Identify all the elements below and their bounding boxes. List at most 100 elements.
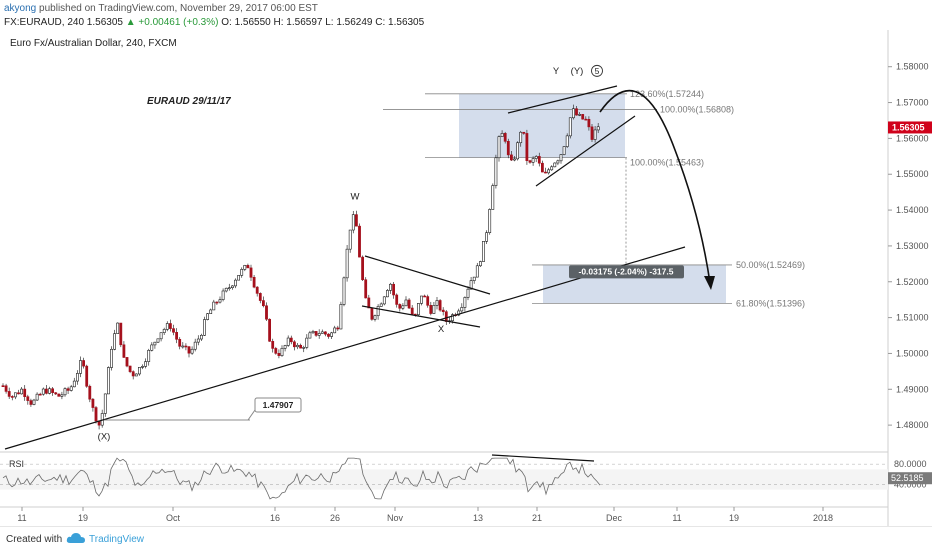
candle-body: [147, 350, 151, 362]
time-tick-label: 11: [672, 513, 681, 523]
candle-body: [85, 365, 89, 387]
candle-body: [35, 393, 39, 401]
candle-body: [416, 303, 420, 316]
candle-body: [463, 297, 467, 308]
candle-body: [128, 365, 132, 372]
candle-body: [584, 118, 588, 121]
author-link[interactable]: akyong: [4, 3, 37, 14]
fib-level-label: 61.80%(1.51396): [736, 298, 805, 308]
candle-body: [522, 131, 526, 134]
candle-body: [503, 133, 507, 142]
candle-body: [206, 313, 210, 320]
rsi-pane: [0, 454, 888, 500]
candle-body: [460, 307, 464, 312]
candle-body: [308, 332, 312, 339]
triangle-upper-line: [364, 255, 491, 295]
candle-body: [568, 117, 572, 137]
candle-body: [401, 305, 405, 309]
candle-body: [537, 156, 541, 164]
candle-body: [364, 279, 368, 299]
candle-body: [358, 225, 361, 258]
candle-body: [63, 388, 67, 396]
trend-lines: -0.03175 (-2.04%) -317.5 1.47907: [4, 85, 715, 450]
candle-body: [252, 277, 256, 288]
candle-body: [497, 136, 501, 159]
candle-body: [519, 131, 523, 144]
price-change: ▲ +0.00461 (+0.3%): [125, 17, 219, 28]
candle-body: [258, 293, 262, 301]
chart-title: Euro Fx/Australian Dollar, 240, FXCM: [10, 38, 177, 49]
time-tick-label: 19: [78, 513, 88, 523]
candle-body: [540, 162, 544, 173]
candle-body: [4, 385, 8, 392]
price-tick-label: 1.58000: [896, 62, 929, 72]
wave-label: 5: [595, 66, 600, 76]
candle-body: [494, 157, 498, 186]
rsi-tick-label: 80.0000: [894, 459, 927, 469]
candle-body: [590, 126, 594, 140]
candle-body: [243, 265, 247, 270]
candle-body: [38, 393, 42, 396]
measure-label: -0.03175 (-2.04%) -317.5: [579, 266, 674, 276]
wave-5-circle: [591, 64, 603, 77]
candle-body: [336, 327, 340, 330]
candle-body: [159, 332, 163, 340]
rsi-value-label: 52.5185: [891, 473, 924, 483]
candle-body: [299, 344, 303, 349]
candle-body: [553, 162, 557, 168]
price-callout-box: [254, 397, 302, 413]
candle-body: [370, 307, 374, 320]
symbol-info: FX:EURAUD, 240 1.56305 ▲ +0.00461 (+0.3%…: [4, 16, 424, 29]
candle-body: [125, 357, 129, 367]
candle-body: [296, 344, 299, 348]
candle-body: [410, 307, 414, 315]
candle-body: [48, 388, 51, 394]
candle-body: [292, 341, 296, 348]
candle-body: [255, 286, 259, 294]
candle-body: [76, 373, 79, 382]
candle-body: [212, 301, 216, 311]
candle-body: [376, 306, 380, 317]
time-tick-label: 19: [729, 513, 739, 523]
candle-body: [305, 337, 309, 348]
candle-body: [69, 386, 73, 391]
candle-body: [193, 341, 197, 350]
candle-body: [286, 337, 290, 346]
candle-body: [172, 328, 175, 333]
candle-body: [218, 299, 222, 303]
time-tick-label: 16: [270, 513, 280, 523]
candle-body: [432, 305, 436, 314]
candle-body: [351, 214, 355, 231]
candle-body: [385, 290, 389, 298]
candle-body: [345, 248, 349, 279]
tradingview-brand[interactable]: TradingView: [89, 534, 145, 545]
price-tick-label: 1.51000: [896, 313, 929, 323]
candle-body: [231, 285, 234, 289]
publish-text: published on TradingView.com, November 2…: [39, 3, 318, 14]
candle-body: [66, 388, 70, 391]
candle-body: [389, 283, 392, 291]
candle-body: [441, 309, 445, 313]
candle-body: [382, 296, 386, 305]
candle-body: [429, 305, 433, 314]
wedge-lower-line: [535, 115, 636, 187]
candle-body: [289, 337, 293, 343]
candle-body: [274, 348, 278, 354]
candle-body: [435, 300, 439, 306]
candle-body: [209, 309, 213, 314]
candle-body: [373, 315, 377, 320]
candle-body: [119, 322, 123, 346]
candle-body: [29, 400, 33, 405]
candle-body: [88, 385, 92, 400]
candle-body: [444, 311, 448, 322]
candle-body: [327, 333, 330, 337]
candle-body: [438, 300, 442, 311]
candle-body: [153, 341, 157, 346]
candle-body: [156, 338, 160, 343]
candle-body: [14, 392, 17, 398]
candle-body: [534, 156, 538, 159]
tradingview-cloud-icon: [66, 533, 85, 543]
candle-body: [32, 399, 36, 405]
candle-body: [23, 388, 27, 397]
